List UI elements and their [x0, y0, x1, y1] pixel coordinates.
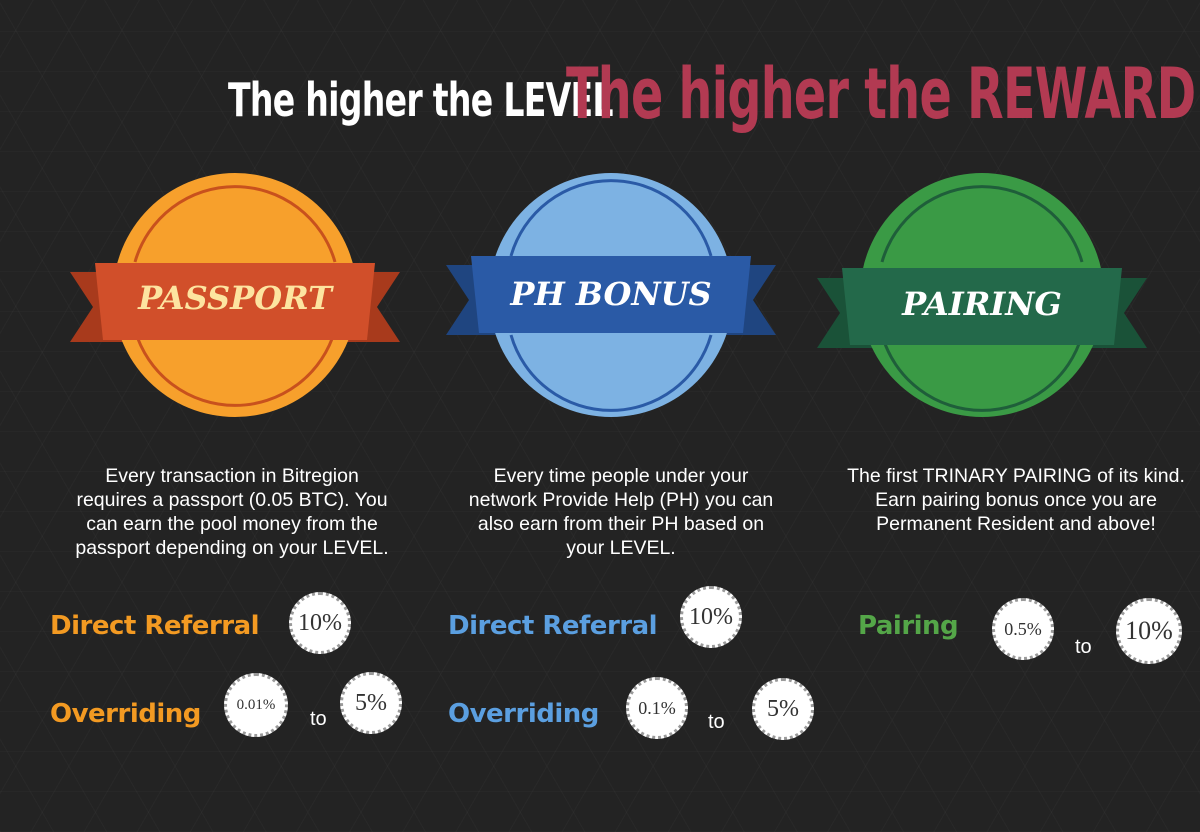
title-level: The higher the LEVEL	[228, 73, 614, 127]
ph-bonus-overriding-max: 5%	[752, 678, 814, 740]
pairing-desc-line: Earn pairing bonus once you are	[875, 489, 1157, 511]
passport-direct-referral-label: Direct Referral	[50, 611, 260, 641]
pairing-label: Pairing	[858, 611, 959, 641]
passport-desc-line: can earn the pool money from the	[86, 513, 378, 535]
pairing-min: 0.5%	[992, 598, 1054, 660]
ph-bonus-desc-line: also earn from their PH based on	[477, 513, 765, 535]
passport-overriding-label: Overriding	[50, 699, 201, 729]
title-reward: The higher the REWARD	[566, 53, 1196, 135]
ph-bonus-badge: PH BONUS	[391, 170, 831, 440]
ph-bonus-overriding-to: to	[708, 711, 725, 733]
ribbon-badge-icon	[70, 173, 400, 417]
ph-bonus-desc-line: Every time people under your	[493, 465, 749, 487]
pairing-badge: PAIRING	[762, 170, 1200, 440]
ph-bonus-direct-referral-value: 10%	[680, 586, 742, 648]
pairing-description: The first TRINARY PAIRING of its kind. E…	[826, 464, 1200, 536]
ribbon-badge-icon	[446, 173, 776, 417]
passport-desc-line: requires a passport (0.05 BTC). You	[76, 489, 388, 511]
ribbon-badge-icon	[817, 173, 1147, 417]
pairing-badge-label: PAIRING	[902, 285, 1062, 323]
ph-bonus-overriding-label: Overriding	[448, 699, 599, 729]
pairing-desc-line: The first TRINARY PAIRING of its kind.	[847, 465, 1185, 487]
passport-badge: PASSPORT	[15, 170, 455, 440]
ph-bonus-badge-label: PH BONUS	[510, 275, 712, 313]
passport-overriding-min: 0.01%	[224, 673, 288, 737]
passport-overriding-max: 5%	[340, 672, 402, 734]
pairing-desc-line: Permanent Resident and above!	[876, 513, 1156, 535]
passport-desc-line: Every transaction in Bitregion	[105, 465, 359, 487]
passport-description: Every transaction in Bitregion requires …	[52, 464, 412, 560]
pairing-to: to	[1075, 636, 1092, 658]
ph-bonus-desc-line: network Provide Help (PH) you can	[468, 489, 774, 511]
ph-bonus-description: Every time people under your network Pro…	[441, 464, 801, 560]
passport-desc-line: passport depending on your LEVEL.	[75, 537, 389, 559]
ph-bonus-direct-referral-label: Direct Referral	[448, 611, 658, 641]
ph-bonus-desc-line: your LEVEL.	[566, 537, 676, 559]
passport-overriding-to: to	[310, 708, 327, 730]
ph-bonus-overriding-min: 0.1%	[626, 677, 688, 739]
passport-direct-referral-value: 10%	[289, 592, 351, 654]
pairing-max: 10%	[1116, 598, 1182, 664]
passport-badge-label: PASSPORT	[138, 279, 332, 317]
